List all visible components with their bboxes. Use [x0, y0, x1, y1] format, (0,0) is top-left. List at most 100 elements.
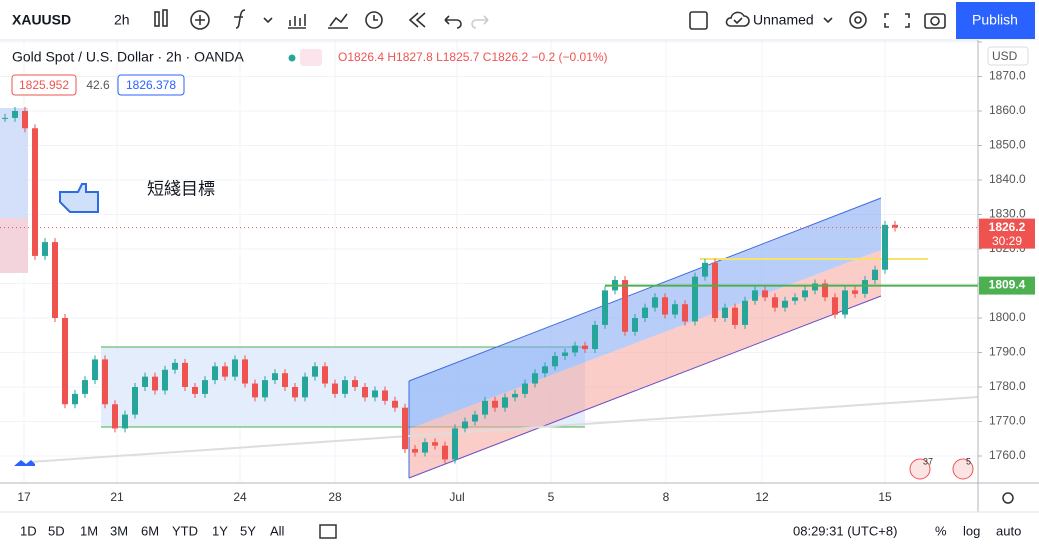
candle	[532, 373, 538, 384]
candle	[452, 428, 458, 460]
y-tick-label: 1760.0	[989, 448, 1026, 462]
settings-icon[interactable]	[1002, 492, 1014, 504]
candle	[132, 387, 138, 415]
countdown: 30:29	[992, 234, 1022, 248]
candle	[512, 393, 518, 398]
candle	[342, 380, 348, 394]
range-button[interactable]: 1M	[80, 523, 98, 538]
event-badge[interactable]	[952, 458, 974, 480]
hand-icon	[59, 183, 99, 213]
candle	[72, 393, 78, 405]
range-button[interactable]: 5D	[48, 523, 65, 538]
candle	[682, 304, 688, 322]
bid-box	[11, 74, 77, 96]
channel-line	[408, 197, 882, 382]
channel-line	[408, 295, 882, 479]
candle	[32, 128, 38, 256]
y-tick-label: 1800.0	[989, 310, 1026, 324]
currency-box	[987, 46, 1029, 66]
candle	[642, 307, 648, 318]
candle	[442, 445, 448, 460]
candle	[892, 224, 898, 228]
candle	[272, 373, 278, 381]
candle	[22, 111, 28, 129]
candle	[602, 290, 608, 325]
candle	[592, 324, 598, 350]
range-button[interactable]: 3M	[110, 523, 128, 538]
candle	[432, 442, 438, 446]
candle	[262, 380, 268, 398]
y-tick-label: 1860.0	[989, 103, 1026, 117]
candle	[462, 421, 468, 429]
range-button[interactable]: 6M	[141, 523, 159, 538]
candle	[422, 442, 428, 453]
candle	[632, 318, 638, 332]
candle	[662, 297, 668, 315]
candle	[502, 397, 508, 408]
candle	[552, 355, 558, 367]
candle	[772, 297, 778, 308]
candle	[722, 307, 728, 318]
candle	[142, 376, 148, 387]
layout-name[interactable]: Unnamed	[753, 12, 814, 28]
candle	[62, 318, 68, 405]
toolbar-icons[interactable]	[154, 9, 946, 30]
candle	[252, 383, 258, 398]
candle	[572, 345, 578, 353]
candle	[212, 366, 218, 381]
last-price-box	[979, 218, 1035, 249]
currency[interactable]: USD	[992, 49, 1018, 63]
candle	[402, 407, 408, 450]
candle	[332, 383, 338, 394]
publish-button[interactable]	[956, 2, 1035, 39]
x-tick-label: Jul	[449, 490, 464, 504]
log-toggle[interactable]: log	[963, 523, 980, 538]
candle	[652, 297, 658, 308]
candle	[482, 400, 488, 415]
candle	[412, 449, 418, 453]
candle	[852, 290, 858, 294]
interval[interactable]: 2h	[114, 12, 130, 28]
candle	[202, 380, 208, 394]
range-button[interactable]: All	[270, 523, 285, 538]
date-range-icon[interactable]	[319, 524, 337, 539]
candle	[232, 359, 238, 377]
x-tick-label: 21	[110, 490, 124, 504]
status-dot	[288, 54, 296, 62]
symbol[interactable]: XAUUSD	[12, 12, 71, 28]
x-tick-label: 15	[878, 490, 892, 504]
candle	[752, 290, 758, 301]
candle	[12, 111, 18, 118]
range-button[interactable]: YTD	[172, 523, 198, 538]
candle	[112, 404, 118, 429]
candle	[472, 414, 478, 422]
candle	[822, 283, 828, 298]
range-button[interactable]: 1Y	[212, 523, 228, 538]
candle	[732, 307, 738, 325]
publish-label[interactable]: Publish	[972, 12, 1018, 28]
event-badge[interactable]	[909, 458, 931, 480]
x-axis: 17 21 24 28 Jul 5 8 12 15	[17, 490, 892, 504]
percent-toggle[interactable]: %	[935, 523, 947, 538]
range-button[interactable]: 1D	[20, 523, 37, 538]
candle	[352, 380, 358, 387]
legend-title: Gold Spot / U.S. Dollar · 2h · OANDA	[12, 49, 245, 65]
candle	[322, 366, 328, 384]
auto-toggle[interactable]: auto	[996, 523, 1021, 538]
candle	[542, 366, 548, 374]
y-tick-label: 1840.0	[989, 172, 1026, 186]
x-tick-label: 17	[17, 490, 31, 504]
candle	[302, 376, 308, 398]
range-button[interactable]: 5Y	[240, 523, 256, 538]
y-axis: 1760.01770.01780.01790.01800.01810.01820…	[978, 41, 1026, 462]
candle	[2, 117, 8, 119]
candle	[42, 242, 48, 256]
candle	[882, 224, 888, 270]
candle	[182, 362, 188, 387]
y-tick-label: 1830.0	[989, 207, 1026, 221]
event-count: 5	[966, 456, 971, 466]
last-price: 1826.2	[989, 220, 1026, 234]
y-tick-label: 1850.0	[989, 138, 1026, 152]
left-box	[0, 218, 28, 273]
candle	[392, 400, 398, 408]
